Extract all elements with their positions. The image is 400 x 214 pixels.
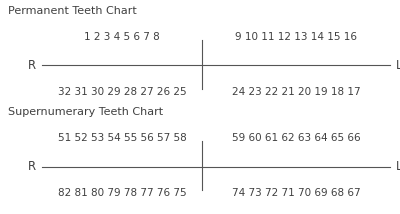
Text: R: R [28, 59, 36, 72]
Text: 82 81 80 79 78 77 76 75: 82 81 80 79 78 77 76 75 [58, 188, 186, 198]
Text: 51 52 53 54 55 56 57 58: 51 52 53 54 55 56 57 58 [58, 133, 186, 143]
Text: 1 2 3 4 5 6 7 8: 1 2 3 4 5 6 7 8 [84, 32, 160, 42]
Text: 9 10 11 12 13 14 15 16: 9 10 11 12 13 14 15 16 [235, 32, 357, 42]
Text: 74 73 72 71 70 69 68 67: 74 73 72 71 70 69 68 67 [232, 188, 360, 198]
Text: Permanent Teeth Chart: Permanent Teeth Chart [8, 6, 137, 16]
Text: L: L [396, 160, 400, 173]
Text: Supernumerary Teeth Chart: Supernumerary Teeth Chart [8, 107, 163, 117]
Text: 24 23 22 21 20 19 18 17: 24 23 22 21 20 19 18 17 [232, 87, 360, 97]
Text: L: L [396, 59, 400, 72]
Text: 59 60 61 62 63 64 65 66: 59 60 61 62 63 64 65 66 [232, 133, 360, 143]
Text: 32 31 30 29 28 27 26 25: 32 31 30 29 28 27 26 25 [58, 87, 186, 97]
Text: R: R [28, 160, 36, 173]
